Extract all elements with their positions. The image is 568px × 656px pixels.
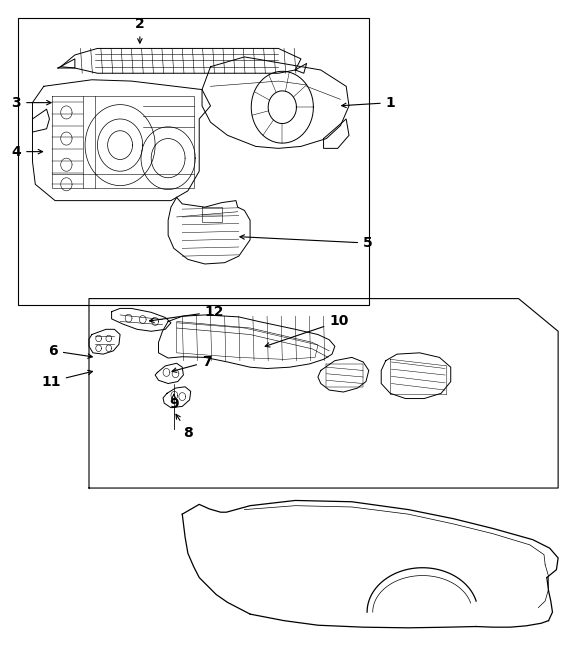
Text: 3: 3 xyxy=(11,96,51,110)
Text: 8: 8 xyxy=(176,415,193,440)
Polygon shape xyxy=(158,315,335,369)
Polygon shape xyxy=(295,64,307,73)
Text: 12: 12 xyxy=(149,304,224,323)
Polygon shape xyxy=(89,329,120,354)
Text: 11: 11 xyxy=(41,371,93,388)
Polygon shape xyxy=(155,363,183,384)
Text: 6: 6 xyxy=(48,344,93,358)
Text: 1: 1 xyxy=(342,96,395,110)
Polygon shape xyxy=(61,49,301,73)
Polygon shape xyxy=(202,57,349,148)
Polygon shape xyxy=(32,109,49,132)
Bar xyxy=(18,18,369,305)
Polygon shape xyxy=(381,353,451,399)
Text: 4: 4 xyxy=(11,144,43,159)
Text: 2: 2 xyxy=(135,17,145,43)
Polygon shape xyxy=(324,119,349,148)
Polygon shape xyxy=(168,197,250,264)
Polygon shape xyxy=(58,59,75,68)
Text: 7: 7 xyxy=(172,355,212,373)
Text: 9: 9 xyxy=(169,394,178,411)
Polygon shape xyxy=(32,80,211,201)
Polygon shape xyxy=(318,358,369,392)
Text: 10: 10 xyxy=(265,314,349,347)
Polygon shape xyxy=(163,387,191,407)
Text: 5: 5 xyxy=(240,235,373,250)
Polygon shape xyxy=(111,308,171,331)
